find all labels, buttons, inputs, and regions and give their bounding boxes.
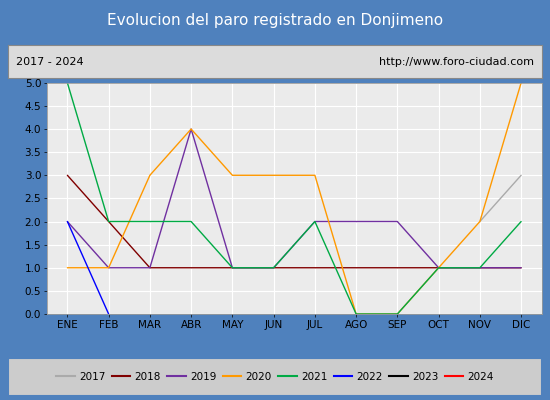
- Text: 2017 - 2024: 2017 - 2024: [16, 57, 84, 67]
- Text: http://www.foro-ciudad.com: http://www.foro-ciudad.com: [379, 57, 534, 67]
- Legend: 2017, 2018, 2019, 2020, 2021, 2022, 2023, 2024: 2017, 2018, 2019, 2020, 2021, 2022, 2023…: [52, 368, 498, 386]
- Text: Evolucion del paro registrado en Donjimeno: Evolucion del paro registrado en Donjime…: [107, 14, 443, 28]
